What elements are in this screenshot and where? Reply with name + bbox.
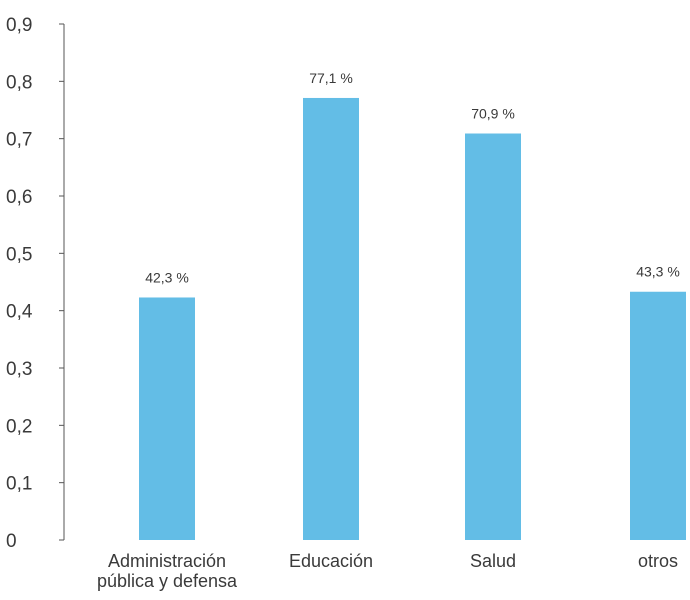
bar (139, 297, 195, 540)
y-axis-ticks: 0 0,1 0,2 0,3 0,4 0,5 0,6 0,7 0,8 0,9 (6, 15, 64, 552)
y-tick-label: 0,4 (6, 302, 33, 323)
data-labels-group: 42,3 % 77,1 % 70,9 % 43,3 % (145, 70, 680, 286)
data-label: 43,3 % (636, 264, 680, 280)
y-tick-label: 0,9 (6, 15, 32, 36)
y-tick-label: 0,3 (6, 359, 32, 380)
bar (465, 133, 521, 541)
y-tick-label: 0 (6, 531, 17, 552)
x-tick-label: Salud (470, 551, 516, 571)
y-tick-label: 0,1 (6, 474, 32, 495)
y-tick-label: 0,5 (6, 244, 32, 265)
y-tick-label: 0,8 (6, 72, 32, 93)
data-label: 70,9 % (471, 106, 515, 122)
data-label: 42,3 % (145, 269, 189, 285)
bars-group (139, 97, 686, 541)
bar (630, 291, 686, 540)
y-tick-label: 0,7 (6, 130, 32, 151)
x-tick-label: pública y defensa (97, 571, 238, 591)
data-label: 77,1 % (309, 70, 353, 86)
x-tick-label: Administración (108, 551, 226, 571)
bar (303, 97, 359, 541)
y-tick-label: 0,2 (6, 416, 32, 437)
y-tick-label: 0,6 (6, 187, 32, 208)
x-tick-label: Educación (289, 551, 373, 571)
x-tick-label: otros (638, 551, 678, 571)
